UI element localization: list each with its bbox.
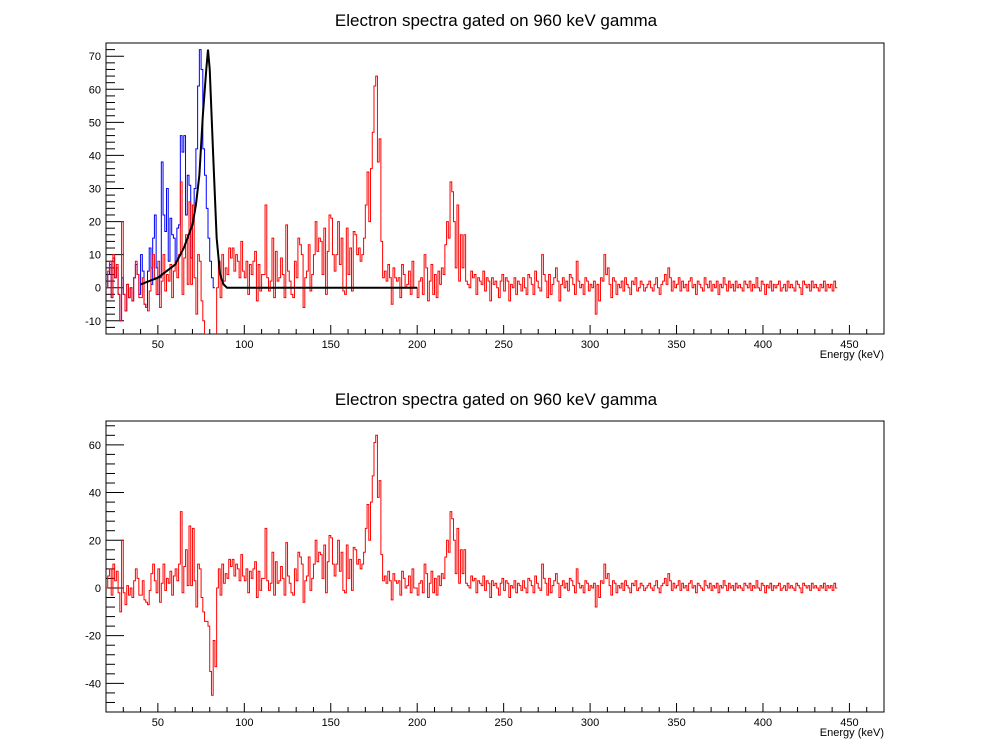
y-tick-label: 0: [95, 283, 101, 295]
x-tick-label: 300: [581, 339, 599, 351]
y-tick-label: 50: [89, 117, 101, 129]
y-tick-label: 60: [89, 84, 101, 96]
x-tick-label: 100: [235, 717, 253, 729]
x-tick-label: 150: [322, 717, 340, 729]
bottom-x-axis-label: Energy (keV): [820, 727, 884, 739]
x-tick-label: 150: [322, 339, 340, 351]
y-tick-label: -40: [85, 678, 101, 690]
top-data-marks: [106, 49, 838, 334]
y-tick-label: 0: [95, 583, 101, 595]
histogram-series-1: [106, 75, 838, 334]
x-tick-label: 400: [754, 339, 772, 351]
y-tick-label: -10: [85, 316, 101, 328]
x-tick-label: 100: [235, 339, 253, 351]
x-tick-label: 50: [152, 717, 164, 729]
top-chart-title: Electron spectra gated on 960 keV gamma: [335, 11, 658, 30]
bottom-spectrum-panel: Electron spectra gated on 960 keV gamma …: [85, 390, 885, 739]
bottom-chart-title: Electron spectra gated on 960 keV gamma: [335, 390, 658, 409]
y-tick-label: -20: [85, 631, 101, 643]
x-tick-label: 250: [494, 339, 512, 351]
x-tick-label: 250: [494, 717, 512, 729]
top-x-axis-label: Energy (keV): [820, 349, 884, 361]
y-tick-label: 20: [89, 217, 101, 229]
y-tick-label: 40: [89, 150, 101, 162]
histogram-series-0: [106, 434, 838, 696]
y-tick-label: 40: [89, 488, 101, 500]
x-tick-label: 400: [754, 717, 772, 729]
y-tick-label: 20: [89, 535, 101, 547]
bottom-axis-ticks: 50 100 150 200 250 300 350 400 450 -40 -20 0 20 40 60: [85, 425, 885, 729]
fit-curve: [140, 49, 418, 289]
top-plot-frame: [105, 42, 885, 335]
x-tick-label: 450: [840, 717, 858, 729]
y-tick-label: 10: [89, 250, 101, 262]
y-tick-label: 60: [89, 440, 101, 452]
y-tick-label: 70: [89, 51, 101, 63]
x-tick-label: 50: [152, 339, 164, 351]
y-tick-label: 30: [89, 184, 101, 196]
top-axis-ticks: 50 100 150 200 250 300 350 400 450 -10 0 10 20 30 40 50…: [85, 42, 885, 351]
bottom-data-marks: [106, 434, 838, 696]
x-tick-label: 450: [840, 339, 858, 351]
x-tick-label: 300: [581, 717, 599, 729]
x-tick-label: 350: [667, 339, 685, 351]
x-tick-label: 350: [667, 717, 685, 729]
x-tick-label: 200: [408, 339, 426, 351]
bottom-plot-frame: [105, 420, 885, 713]
x-tick-label: 200: [408, 717, 426, 729]
top-spectrum-panel: Electron spectra gated on 960 keV gamma …: [85, 11, 885, 361]
